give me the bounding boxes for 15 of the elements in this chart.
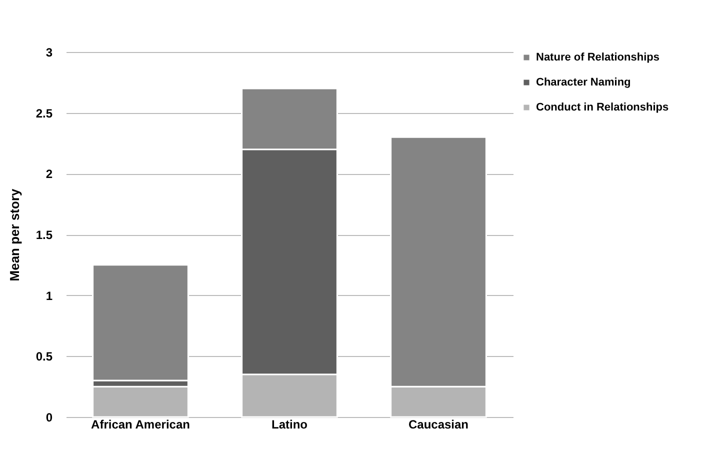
legend-label: Nature of Relationships [536, 52, 660, 64]
x-tick-label: Latino [272, 418, 308, 432]
y-tick-label: 0 [46, 410, 53, 424]
legend-label: Conduct in Relationships [536, 102, 669, 114]
y-tick-label: 3 [46, 46, 53, 60]
x-tick-label: African American [91, 418, 190, 432]
legend-label: Character Naming [536, 76, 631, 88]
y-axis-title: Mean per story [6, 188, 22, 282]
y-tick-label: 2.5 [36, 106, 53, 120]
y-tick-label: 1 [46, 288, 53, 303]
y-tick-label: 1.5 [36, 228, 53, 242]
y-tick-label: 0.5 [36, 350, 53, 364]
x-tick-label: Caucasian [408, 418, 469, 432]
bar [92, 386, 189, 418]
y-tick-label: 2 [46, 167, 53, 182]
